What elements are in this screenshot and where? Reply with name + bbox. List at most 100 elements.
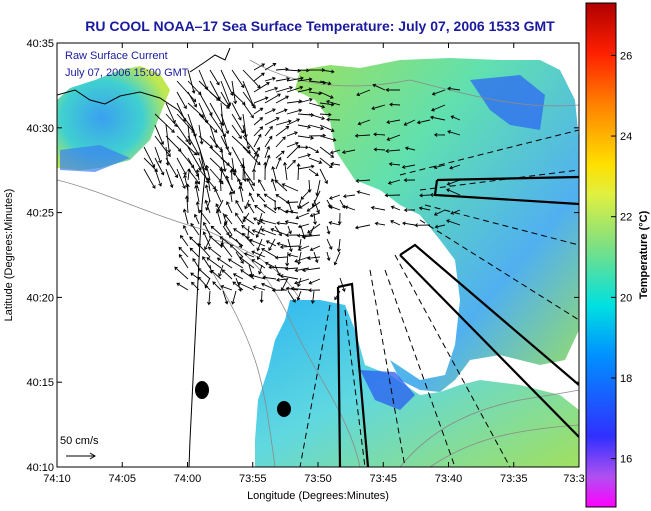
current-vector [204,277,211,289]
current-vector [418,206,431,211]
current-vector [297,124,312,129]
current-vector [207,246,222,258]
current-vector [197,276,211,291]
chart-title: RU COOL NOAA–17 Sea Surface Temperature:… [85,18,555,34]
current-vector [446,179,461,186]
current-vector [319,124,335,133]
current-vector [275,125,290,137]
y-axis-label: Latitude (Degrees:Minutes) [3,189,15,322]
current-vector [187,91,197,108]
current-vector [257,212,263,226]
sst-region-south [255,300,579,467]
sector-outline-2 [399,243,579,438]
y-tick-label: 40:15 [26,377,54,389]
x-tick-label: 74:05 [108,473,136,485]
x-tick-label: 74:10 [43,473,71,485]
current-vector [253,133,262,148]
current-vector [242,146,261,166]
current-vector [285,233,299,238]
current-vector [253,82,270,93]
current-vector [143,146,156,168]
current-vector [447,130,461,136]
current-vector [220,91,230,108]
current-vector [372,83,386,91]
current-vector [319,80,332,86]
sst-patch-cool-2 [360,370,415,410]
colorbar-ticks: 16 18 20 22 24 26 [611,50,632,466]
current-vector [237,178,244,192]
current-vector [401,164,416,169]
current-vector [165,124,172,154]
current-vector [210,225,222,236]
current-vector [307,256,321,261]
current-vector [176,91,187,110]
current-vector [357,119,371,126]
current-vector [450,209,461,215]
current-vector [403,208,416,213]
current-vector [297,135,314,140]
current-vector [274,179,288,192]
current-vector [297,68,310,73]
current-vector [258,264,263,275]
y-tick-label: 40:20 [26,292,54,304]
current-vector [300,225,306,240]
current-vector [220,168,235,195]
current-vector [308,225,315,237]
current-vector [264,135,273,148]
current-vector [308,278,321,285]
current-vector [182,208,189,225]
colorbar-tick-label: 16 [620,454,632,466]
current-vector [287,225,292,235]
current-vector [193,213,200,225]
current-vector [337,212,342,225]
current-vector [319,135,337,142]
current-vector [276,277,288,282]
current-vector [390,219,401,226]
current-vector [297,251,302,265]
current-vector [209,264,214,274]
current-vector [222,290,229,305]
current-vector [218,264,224,277]
current-vector [235,238,243,249]
current-vector [263,161,268,181]
current-vector [434,224,446,229]
current-vector [433,209,446,216]
current-vector [384,193,401,198]
current-vector [205,164,211,181]
current-vector [184,195,189,214]
current-vector [333,251,341,266]
current-vector [374,221,386,226]
current-vector [248,238,266,247]
current-vector [308,157,323,164]
current-vector [373,147,386,152]
current-vector [294,278,310,285]
x-tick-label: 73:3 [563,473,584,485]
current-vector [271,288,288,293]
current-vector [176,282,189,291]
current-vector [231,69,245,89]
current-vector [242,102,254,119]
current-vector [257,251,263,261]
current-vector [221,269,233,280]
current-vector [268,238,276,252]
current-vector [329,149,341,155]
current-vector [212,281,222,291]
current-vector [280,277,289,292]
current-vector [206,257,222,269]
radar-site-marker [195,381,209,399]
current-vector [290,286,310,291]
current-vector [285,251,290,267]
current-vector [154,146,162,164]
current-vector [231,124,242,140]
sst-region-northwest [57,66,170,170]
current-vector [197,243,211,258]
current-vector [264,108,276,115]
current-vector [274,255,288,260]
current-vector [275,77,291,82]
current-vector [238,185,244,203]
current-vector [187,113,197,138]
current-vector [195,201,200,214]
current-vector [251,168,256,181]
current-vector [271,166,277,181]
